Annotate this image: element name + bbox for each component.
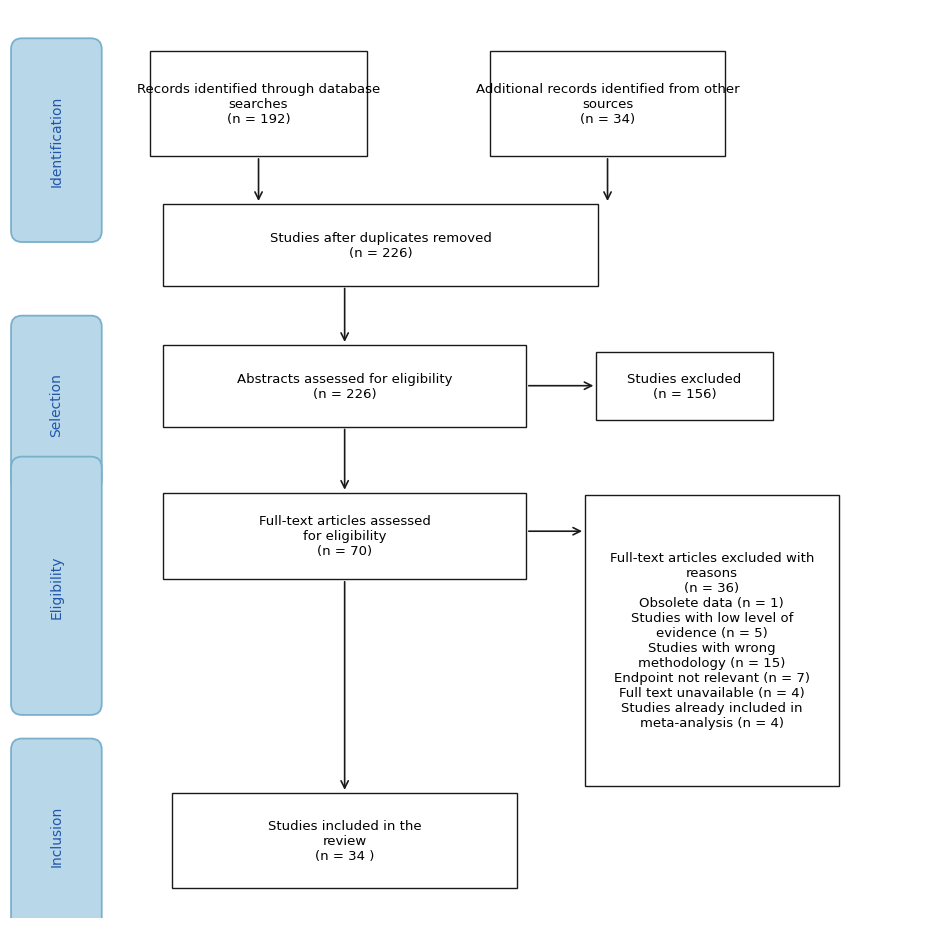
FancyBboxPatch shape [164, 493, 526, 579]
FancyBboxPatch shape [489, 53, 725, 157]
Text: Identification: Identification [49, 95, 64, 186]
FancyBboxPatch shape [11, 316, 102, 492]
FancyBboxPatch shape [11, 739, 102, 927]
Text: Studies included in the
review
(n = 34 ): Studies included in the review (n = 34 ) [268, 819, 422, 862]
FancyBboxPatch shape [172, 793, 517, 888]
Text: Studies after duplicates removed
(n = 226): Studies after duplicates removed (n = 22… [270, 232, 492, 260]
Text: Eligibility: Eligibility [49, 554, 64, 618]
FancyBboxPatch shape [585, 495, 839, 786]
Text: Full-text articles assessed
for eligibility
(n = 70): Full-text articles assessed for eligibil… [259, 514, 431, 558]
Text: Studies excluded
(n = 156): Studies excluded (n = 156) [627, 373, 742, 400]
FancyBboxPatch shape [164, 346, 526, 427]
FancyBboxPatch shape [11, 457, 102, 715]
Text: Abstracts assessed for eligibility
(n = 226): Abstracts assessed for eligibility (n = … [237, 373, 452, 400]
Text: Full-text articles excluded with
reasons
(n = 36)
Obsolete data (n = 1)
Studies : Full-text articles excluded with reasons… [610, 552, 814, 730]
Text: Inclusion: Inclusion [49, 806, 64, 867]
Text: Records identified through database
searches
(n = 192): Records identified through database sear… [137, 83, 380, 126]
FancyBboxPatch shape [597, 352, 773, 420]
Text: Additional records identified from other
sources
(n = 34): Additional records identified from other… [475, 83, 739, 126]
FancyBboxPatch shape [11, 39, 102, 243]
FancyBboxPatch shape [164, 205, 598, 286]
Text: Selection: Selection [49, 373, 64, 437]
FancyBboxPatch shape [150, 53, 367, 157]
